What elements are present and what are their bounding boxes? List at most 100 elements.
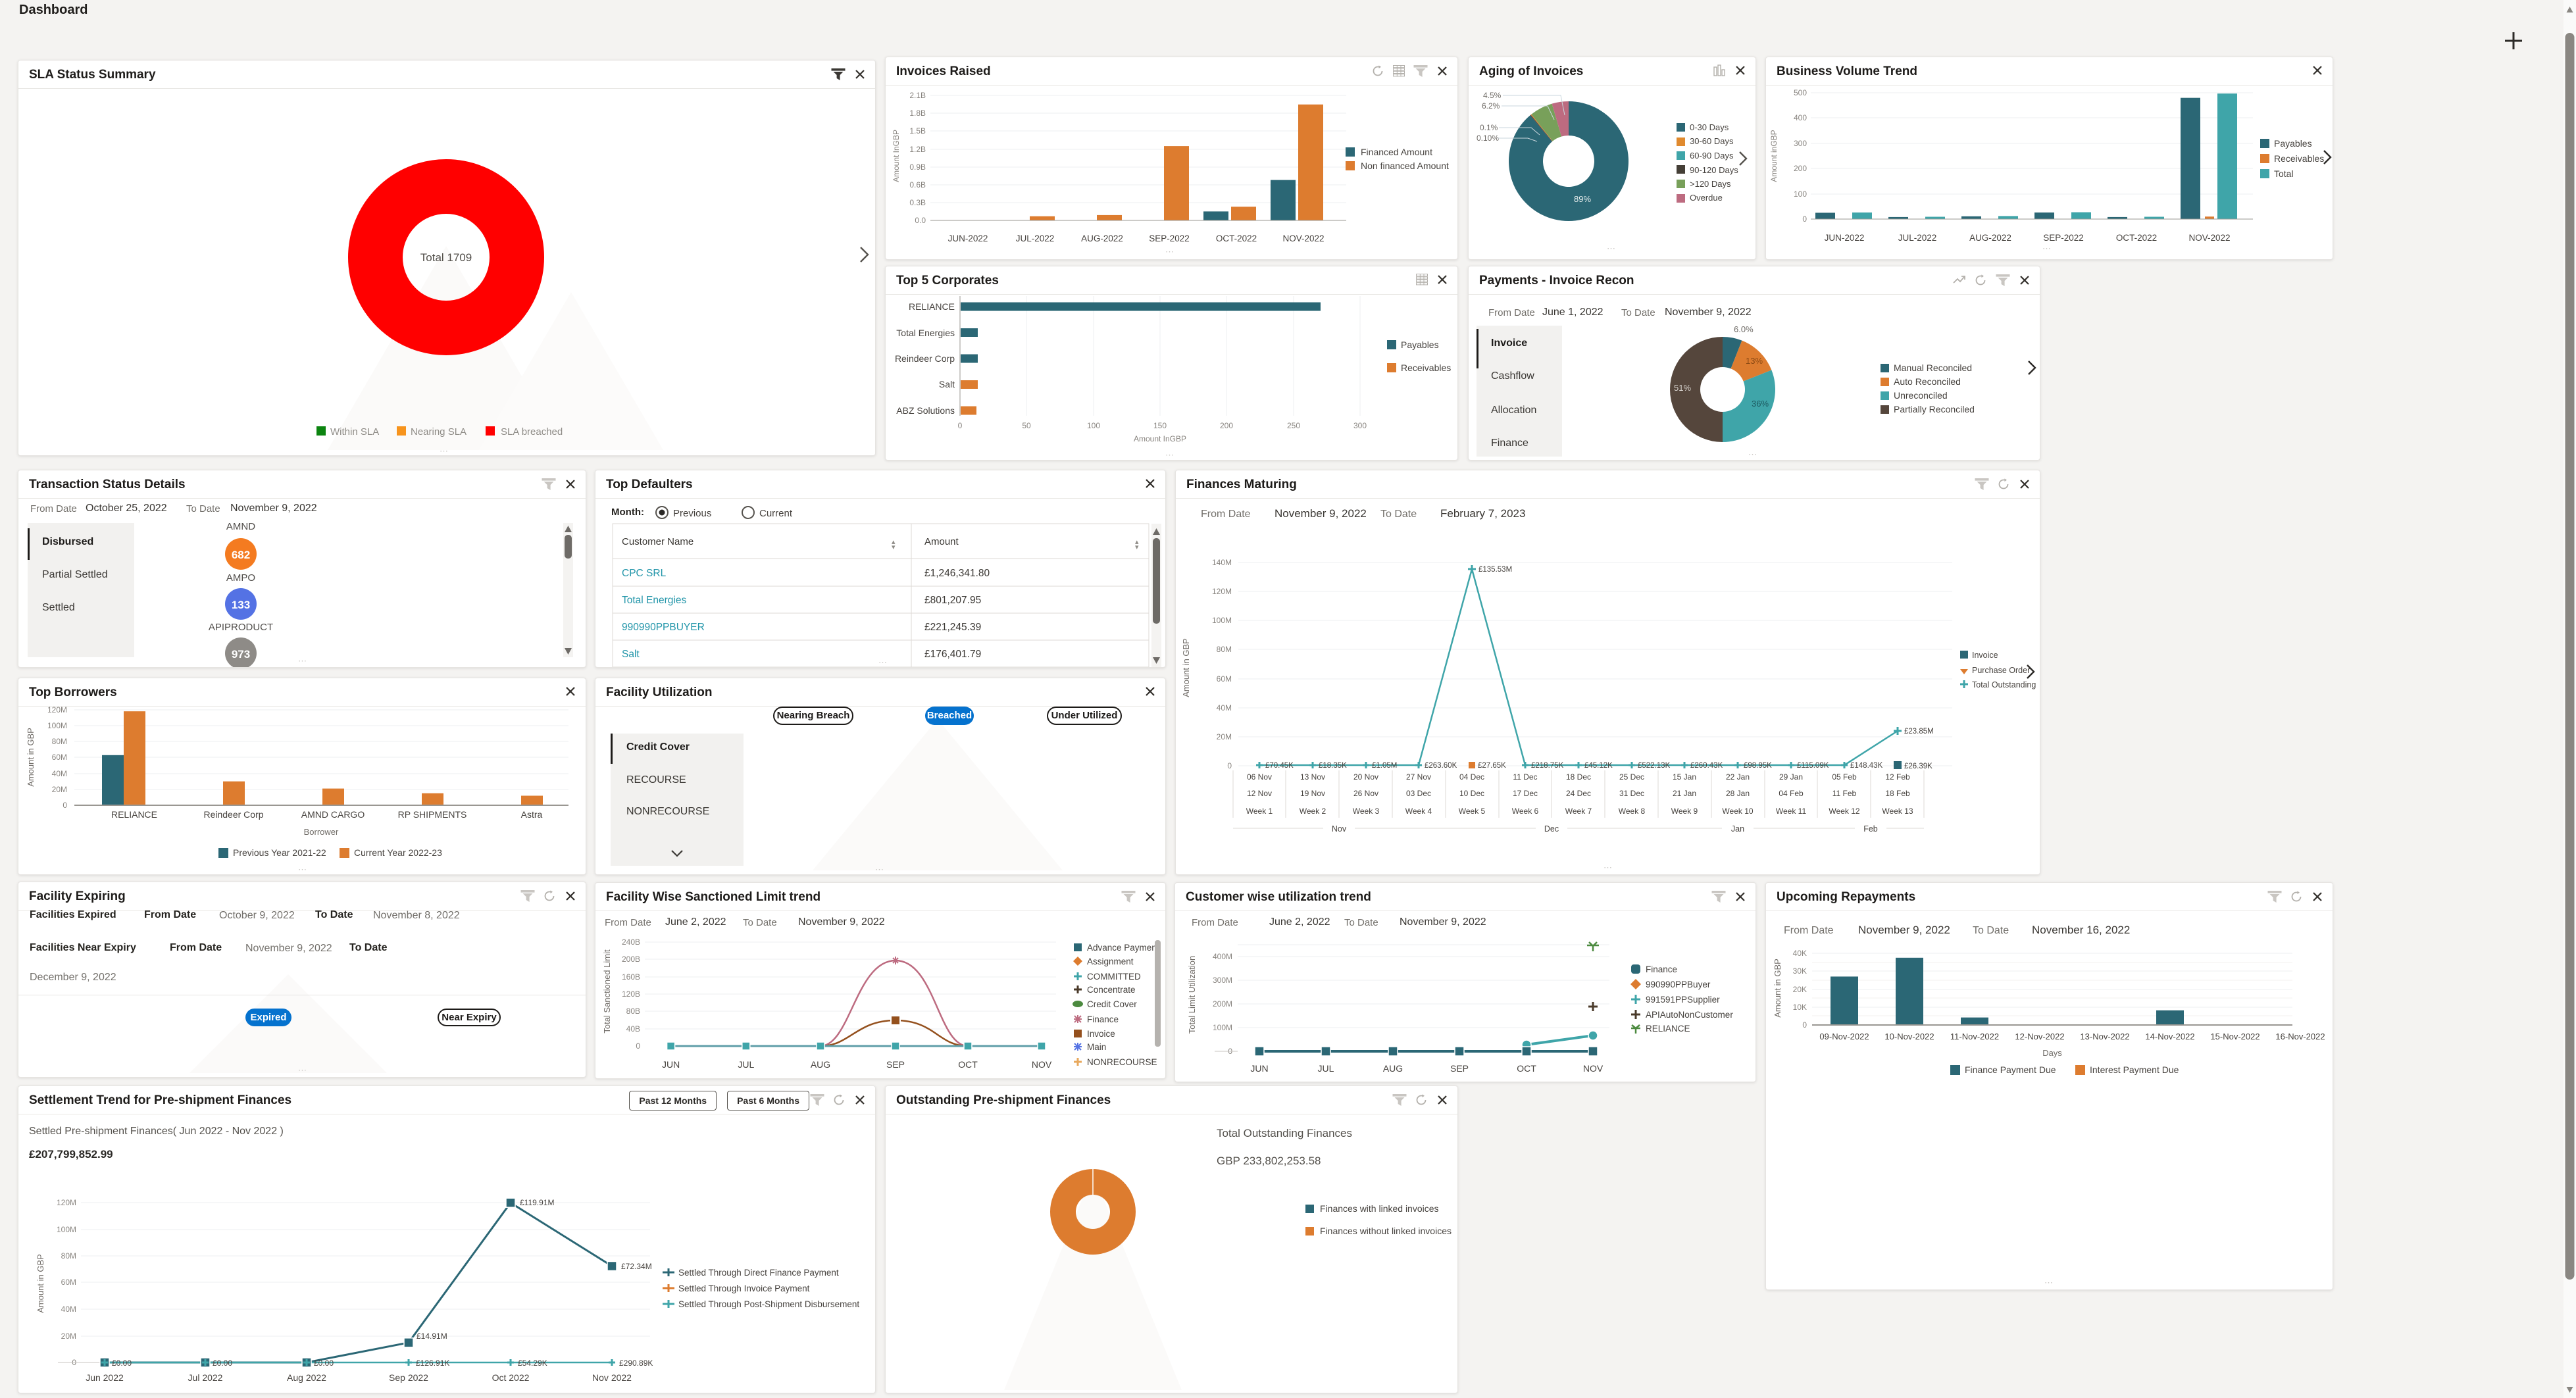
svg-text:£27.65K: £27.65K [1478,762,1506,770]
svg-text:Salt: Salt [939,379,955,389]
svg-text:10 Dec: 10 Dec [1459,789,1484,798]
svg-text:£26.39K: £26.39K [1904,762,1932,770]
svg-text:09-Nov-2022: 09-Nov-2022 [1819,1032,1869,1041]
svg-text:£801,207.95: £801,207.95 [924,595,981,606]
svg-text:£0.00: £0.00 [314,1359,334,1368]
svg-text:36%: 36% [1752,399,1769,409]
svg-text:Previous: Previous [673,508,711,519]
svg-text:6.0%: 6.0% [1734,324,1754,334]
svg-text:Jun 2022: Jun 2022 [86,1372,124,1383]
svg-text:40K: 40K [1793,949,1807,958]
svg-text:£70.45K: £70.45K [1265,762,1294,770]
svg-text:6.2%: 6.2% [1482,101,1500,111]
svg-text:Unreconciled: Unreconciled [1894,390,1948,401]
svg-text:Nov: Nov [1332,824,1347,834]
svg-text:15-Nov-2022: 15-Nov-2022 [2210,1032,2260,1041]
svg-text:£126.91K: £126.91K [416,1359,449,1368]
svg-text:2.1B: 2.1B [909,91,926,100]
svg-text:OCT-2022: OCT-2022 [1216,234,1257,243]
svg-text:Week 2: Week 2 [1300,807,1326,816]
svg-text:24 Dec: 24 Dec [1566,789,1591,798]
svg-text:90-120 Days: 90-120 Days [1690,165,1738,175]
svg-text:160B: 160B [622,972,640,982]
svg-text:APIAutoNonCustomer: APIAutoNonCustomer [1646,1010,1733,1020]
svg-text:30-60 Days: 30-60 Days [1690,136,1734,146]
svg-text:JUL-2022: JUL-2022 [1016,234,1055,243]
svg-text:973: 973 [232,648,250,661]
svg-text:400M: 400M [1213,952,1232,961]
svg-text:0.0: 0.0 [915,216,926,225]
svg-text:Week 8: Week 8 [1619,807,1646,816]
svg-text:150: 150 [1153,421,1167,430]
svg-text:Borrower: Borrower [304,827,339,837]
svg-text:Finance Payment Due: Finance Payment Due [1965,1064,2056,1075]
svg-text:SEP-2022: SEP-2022 [2043,233,2084,243]
svg-text:RELIANCE: RELIANCE [111,809,157,820]
svg-text:40M: 40M [61,1305,76,1314]
svg-text:100: 100 [1087,421,1100,430]
svg-text:Interest Payment Due: Interest Payment Due [2090,1064,2179,1075]
svg-text:0-30 Days: 0-30 Days [1690,122,1729,132]
svg-text:Payables: Payables [1401,339,1439,350]
svg-text:120M: 120M [47,705,67,714]
svg-text:Week 6: Week 6 [1512,807,1539,816]
svg-text:£135.53M: £135.53M [1478,566,1512,574]
svg-text:Non financed Amount: Non financed Amount [1361,161,1449,171]
svg-text:Advance Payment: Advance Payment [1087,943,1159,953]
svg-text:1.2B: 1.2B [909,145,926,154]
svg-text:JUN: JUN [1250,1063,1268,1074]
svg-text:OCT-2022: OCT-2022 [2116,233,2157,243]
svg-text:1.5B: 1.5B [909,126,926,136]
svg-text:Astra: Astra [521,809,543,820]
svg-text:Week 4: Week 4 [1405,807,1432,816]
svg-text:29 Jan: 29 Jan [1779,772,1803,782]
svg-text:0.1%: 0.1% [1480,123,1498,132]
svg-text:0: 0 [63,801,67,810]
svg-text:300M: 300M [1213,976,1232,985]
svg-text:JUL: JUL [1318,1063,1334,1074]
svg-text:OCT: OCT [1517,1063,1536,1074]
svg-text:Jul 2022: Jul 2022 [188,1372,223,1383]
svg-text:500: 500 [1794,88,1807,97]
svg-text:13-Nov-2022: 13-Nov-2022 [2080,1032,2129,1041]
svg-text:Amount inGBP: Amount inGBP [1769,130,1779,182]
svg-text:31 Dec: 31 Dec [1619,789,1644,798]
svg-text:26 Nov: 26 Nov [1353,789,1378,798]
svg-text:NOV-2022: NOV-2022 [1282,234,1324,243]
svg-text:JUN-2022: JUN-2022 [1825,233,1865,243]
svg-text:200B: 200B [622,955,640,964]
svg-text:21 Jan: 21 Jan [1673,789,1696,798]
svg-text:£522.13K: £522.13K [1638,762,1671,770]
svg-text:Week 9: Week 9 [1671,807,1698,816]
svg-text:Total Outstanding: Total Outstanding [1972,680,2036,689]
svg-text:4.5%: 4.5% [1483,91,1502,100]
svg-text:SEP: SEP [886,1059,905,1070]
svg-text:10K: 10K [1793,1003,1807,1012]
svg-text:Aug 2022: Aug 2022 [287,1372,326,1383]
svg-text:25 Dec: 25 Dec [1619,772,1644,782]
svg-text:60M: 60M [61,1278,76,1287]
svg-text:133: 133 [232,599,250,611]
svg-text:JUL: JUL [738,1059,754,1070]
svg-text:OCT: OCT [958,1059,978,1070]
svg-text:20M: 20M [52,785,67,794]
svg-text:Total 1709: Total 1709 [420,251,472,264]
svg-text:Reindeer Corp: Reindeer Corp [895,353,955,364]
svg-text:Feb: Feb [1863,824,1878,834]
svg-text:30K: 30K [1793,966,1807,976]
svg-text:13 Nov: 13 Nov [1300,772,1325,782]
svg-text:18 Dec: 18 Dec [1566,772,1591,782]
svg-text:£72.34M: £72.34M [621,1262,652,1271]
svg-text:15 Jan: 15 Jan [1673,772,1696,782]
svg-text:100M: 100M [47,721,67,730]
svg-text:Concentrate: Concentrate [1087,985,1136,995]
svg-text:£98.95K: £98.95K [1744,762,1772,770]
svg-text:Oct 2022: Oct 2022 [492,1372,530,1383]
svg-text:Nearing SLA: Nearing SLA [411,426,467,437]
svg-text:Week 5: Week 5 [1459,807,1486,816]
svg-text:▾: ▾ [892,543,896,551]
svg-text:Finances without linked invoic: Finances without linked invoices [1320,1226,1452,1236]
svg-text:NOV: NOV [1583,1063,1604,1074]
svg-text:12 Feb: 12 Feb [1885,772,1910,782]
svg-text:Total Sanctioned Limit: Total Sanctioned Limit [602,949,612,1034]
